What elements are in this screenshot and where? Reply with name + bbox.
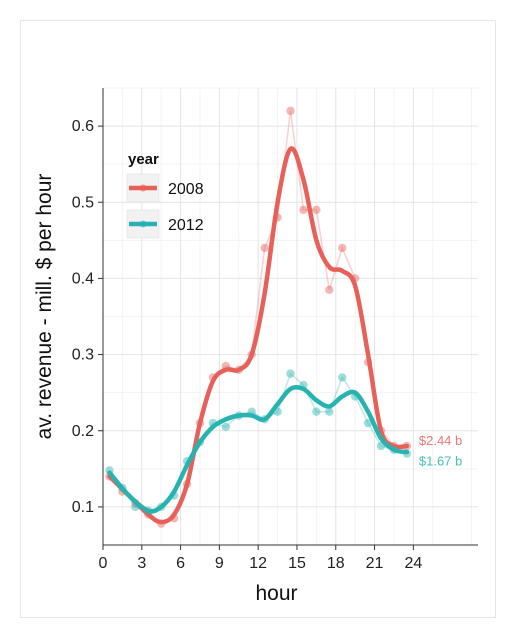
data-point-2012 (312, 407, 321, 416)
y-tick-label: 0.3 (72, 347, 94, 364)
x-tick-label: 24 (404, 555, 422, 572)
end-labels: $2.44 b $1.67 b (419, 433, 462, 469)
y-tick-label: 0.6 (72, 118, 94, 135)
series-smooth-line-2012 (107, 384, 410, 514)
legend-key-point-2012 (139, 220, 147, 228)
y-axis-title: av. revenue - mill. $ per hour (33, 174, 56, 440)
legend: year 2008 2012 (126, 151, 204, 239)
data-point-2008 (299, 205, 308, 215)
x-axis-title: hour (255, 582, 297, 605)
x-tick-label: 21 (366, 555, 384, 572)
x-tick-label: 12 (249, 555, 267, 572)
data-point-2008 (312, 205, 321, 215)
x-tick-label: 0 (99, 555, 108, 572)
data-point-2008 (325, 285, 334, 295)
data-point-2008 (338, 243, 347, 253)
y-tick-label: 0.1 (72, 499, 94, 516)
x-tick-label: 18 (327, 555, 345, 572)
x-tick-label: 15 (288, 555, 306, 572)
y-tick-label: 0.5 (72, 194, 94, 211)
end-label-2012: $1.67 b (419, 454, 462, 469)
x-tick-label: 9 (215, 555, 224, 572)
legend-key-point-2008 (139, 184, 147, 192)
legend-title: year (128, 151, 159, 168)
legend-label-2012: 2012 (168, 217, 204, 234)
series-2012 (105, 369, 412, 515)
series-smooth-line-2008 (107, 146, 410, 525)
data-point-2008 (260, 243, 269, 253)
legend-label-2008: 2008 (168, 181, 204, 198)
axes: 0 3 6 9 12 15 18 21 24 0.1 0.2 0.3 0.4 0.5 0.6 (72, 88, 478, 572)
series-2008 (105, 106, 412, 528)
data-point-2012 (286, 369, 295, 378)
x-tick-label: 6 (176, 555, 185, 572)
series-layer (105, 106, 412, 528)
y-tick-label: 0.2 (72, 423, 94, 440)
y-tick-label: 0.4 (72, 270, 94, 287)
data-point-2012 (338, 373, 347, 382)
end-label-2008: $2.44 b (419, 433, 462, 448)
data-point-2008 (286, 106, 295, 116)
grid (102, 87, 478, 546)
x-tick-label: 3 (137, 555, 146, 572)
data-point-2012 (221, 422, 231, 432)
data-point-2012 (325, 407, 334, 416)
